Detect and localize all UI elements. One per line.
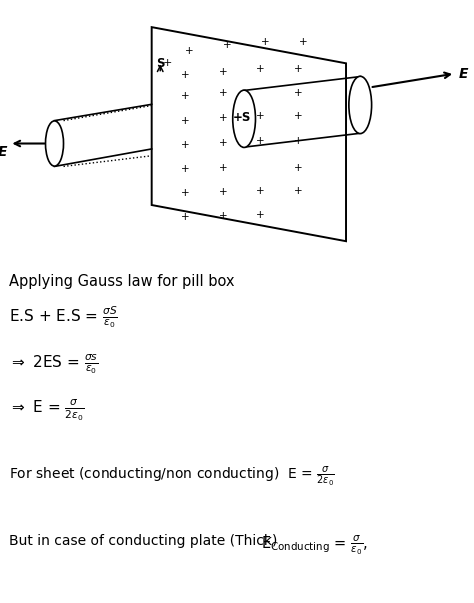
Text: +: + bbox=[219, 138, 227, 148]
Text: S: S bbox=[156, 57, 165, 70]
Text: $\Rightarrow$ 2ES = $\frac{\sigma s}{\varepsilon_0}$: $\Rightarrow$ 2ES = $\frac{\sigma s}{\va… bbox=[9, 353, 99, 376]
Ellipse shape bbox=[233, 90, 255, 148]
Text: +S: +S bbox=[233, 111, 251, 124]
Text: +: + bbox=[256, 210, 265, 219]
Text: $\Rightarrow$ E = $\frac{\sigma}{2\varepsilon_0}$: $\Rightarrow$ E = $\frac{\sigma}{2\varep… bbox=[9, 398, 85, 423]
Text: For sheet (conducting/non conducting)  E = $\frac{\sigma}{2\varepsilon_0}$: For sheet (conducting/non conducting) E … bbox=[9, 464, 335, 488]
Text: E: E bbox=[459, 66, 468, 81]
Polygon shape bbox=[152, 27, 346, 241]
Text: +: + bbox=[294, 136, 303, 146]
Text: E.S + E.S = $\frac{\sigma S}{\varepsilon_0}$: E.S + E.S = $\frac{\sigma S}{\varepsilon… bbox=[9, 305, 119, 330]
Text: +: + bbox=[256, 136, 265, 146]
Text: +: + bbox=[219, 68, 227, 77]
Text: +: + bbox=[223, 40, 232, 50]
Text: +: + bbox=[181, 71, 189, 80]
Ellipse shape bbox=[46, 121, 64, 166]
Text: +: + bbox=[294, 65, 303, 74]
Text: +: + bbox=[185, 46, 194, 56]
Text: +: + bbox=[181, 140, 189, 150]
Text: +: + bbox=[294, 186, 303, 195]
Text: +: + bbox=[261, 37, 270, 47]
Text: +: + bbox=[181, 92, 189, 101]
Text: +: + bbox=[219, 163, 227, 172]
Text: Applying Gauss law for pill box: Applying Gauss law for pill box bbox=[9, 274, 235, 289]
Text: +: + bbox=[181, 212, 189, 222]
Ellipse shape bbox=[349, 76, 372, 134]
Text: +: + bbox=[219, 187, 227, 197]
Text: +: + bbox=[256, 186, 265, 195]
Text: +: + bbox=[181, 164, 189, 174]
Text: +: + bbox=[256, 111, 265, 121]
Text: E$_{\mathrm{Conducting}}$ = $\frac{\sigma}{\varepsilon_0}$,: E$_{\mathrm{Conducting}}$ = $\frac{\sigm… bbox=[261, 534, 368, 557]
Text: +: + bbox=[294, 89, 303, 98]
Text: E: E bbox=[0, 145, 7, 159]
Text: +: + bbox=[299, 37, 308, 47]
Text: +: + bbox=[256, 65, 265, 74]
Text: +: + bbox=[219, 113, 227, 122]
Text: +: + bbox=[219, 211, 227, 221]
Text: +: + bbox=[181, 116, 189, 125]
Text: +: + bbox=[294, 111, 303, 121]
Text: But in case of conducting plate (Thick): But in case of conducting plate (Thick) bbox=[9, 534, 278, 548]
Text: +: + bbox=[181, 188, 189, 198]
Text: +: + bbox=[294, 163, 303, 172]
Text: +: + bbox=[219, 89, 227, 98]
Text: +: + bbox=[163, 58, 172, 68]
